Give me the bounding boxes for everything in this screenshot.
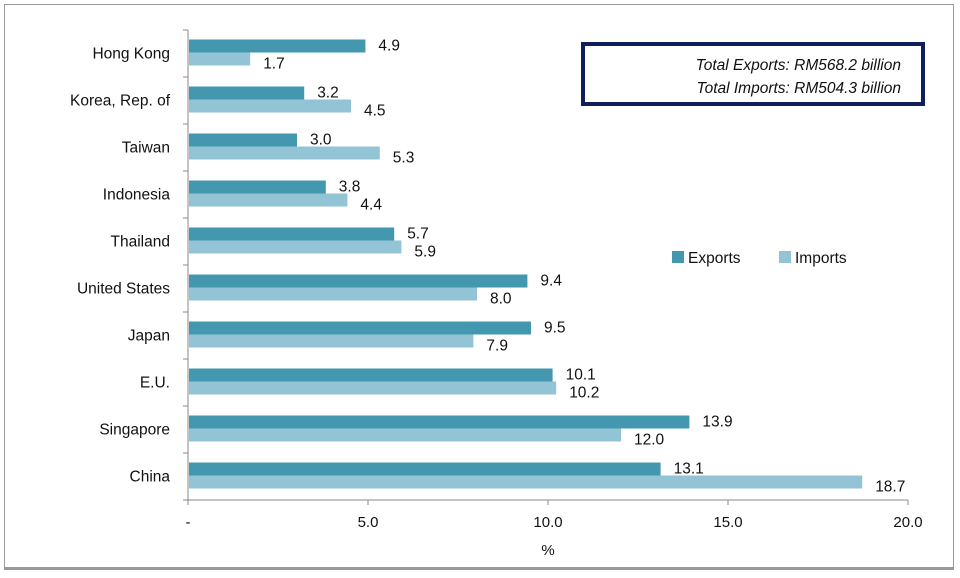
data-label-exports: 9.5	[544, 320, 566, 337]
data-label-imports: 4.5	[364, 103, 386, 120]
category-label: Korea, Rep. of	[70, 93, 171, 110]
category-label: Japan	[128, 328, 170, 345]
x-tick-label: 10.0	[533, 514, 562, 531]
bar-imports	[189, 334, 474, 348]
chart-frame	[4, 4, 954, 570]
bar-imports	[189, 146, 380, 160]
data-label-exports: 13.1	[674, 461, 704, 478]
category-label: Taiwan	[122, 140, 170, 157]
bar-exports	[189, 180, 326, 194]
category-label: Thailand	[111, 234, 170, 251]
data-label-exports: 5.7	[407, 226, 429, 243]
bar-exports	[189, 39, 366, 53]
bar-exports	[189, 133, 297, 147]
category-label: E.U.	[140, 375, 170, 392]
data-label-exports: 3.8	[339, 179, 361, 196]
bar-imports	[189, 381, 557, 395]
category-label: Singapore	[99, 422, 170, 439]
x-axis-label: %	[541, 542, 554, 559]
bar-imports	[189, 428, 621, 442]
data-label-exports: 3.0	[310, 132, 332, 149]
data-label-imports: 1.7	[263, 56, 285, 73]
category-label: Indonesia	[103, 187, 171, 204]
category-label: United States	[77, 281, 170, 298]
data-label-exports: 10.1	[566, 367, 596, 384]
bar-imports	[189, 99, 351, 113]
bar-imports	[189, 193, 348, 207]
data-label-exports: 3.2	[317, 85, 339, 102]
bar-imports	[189, 475, 863, 489]
bar-imports	[189, 287, 477, 301]
data-label-imports: 10.2	[569, 385, 599, 402]
total-imports-text: Total Imports: RM504.3 billion	[696, 80, 901, 97]
data-label-imports: 4.4	[360, 197, 382, 214]
category-label: Hong Kong	[92, 46, 170, 63]
bar-imports	[189, 240, 402, 254]
data-label-imports: 12.0	[634, 432, 665, 449]
data-label-exports: 4.9	[378, 38, 400, 55]
x-tick-label: 20.0	[893, 514, 922, 531]
bar-exports	[189, 368, 553, 382]
bar-exports	[189, 227, 395, 241]
data-label-exports: 9.4	[540, 273, 562, 290]
bar-exports	[189, 274, 528, 288]
totals-box: Total Exports: RM568.2 billion Total Imp…	[581, 42, 925, 106]
data-label-exports: 13.9	[702, 414, 732, 431]
bar-exports	[189, 321, 531, 335]
category-label: China	[130, 469, 171, 486]
x-tick-label: 5.0	[358, 514, 379, 531]
data-label-imports: 5.9	[414, 244, 436, 261]
legend-swatch-imports	[779, 251, 791, 263]
total-exports-text: Total Exports: RM568.2 billion	[695, 57, 901, 74]
data-label-imports: 7.9	[486, 338, 508, 355]
data-label-imports: 8.0	[490, 291, 512, 308]
x-tick-label: 15.0	[713, 514, 742, 531]
legend-label-exports: Exports	[688, 250, 741, 267]
bar-exports	[189, 86, 305, 100]
data-label-imports: 5.3	[393, 150, 415, 167]
legend-swatch-exports	[672, 251, 684, 263]
bar-imports	[189, 52, 251, 66]
bar-exports	[189, 415, 690, 429]
data-label-imports: 18.7	[875, 479, 905, 496]
bar-exports	[189, 462, 661, 476]
legend-label-imports: Imports	[795, 250, 847, 267]
x-tick-label: -	[186, 514, 191, 531]
